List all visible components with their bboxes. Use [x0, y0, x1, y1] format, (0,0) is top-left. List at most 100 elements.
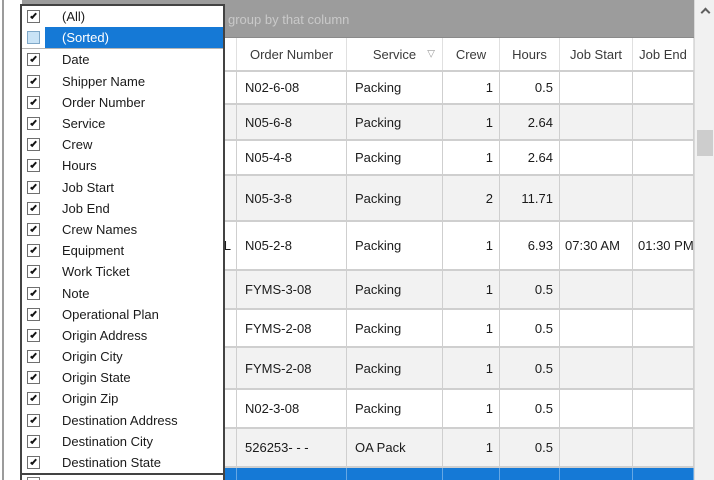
- window-left-edge-divider: [2, 0, 4, 480]
- column-filter-item-hours[interactable]: Hours: [22, 155, 223, 176]
- column-header-shipper[interactable]: [22, 38, 237, 70]
- checkbox[interactable]: [27, 434, 40, 448]
- column-filter-label: (All): [62, 9, 86, 25]
- cell-end: [633, 310, 694, 346]
- column-filter-label: Service: [62, 116, 106, 132]
- cell-end: [633, 271, 694, 308]
- column-filter-item-crew-names[interactable]: Crew Names: [22, 219, 223, 240]
- column-filter-label: (Sorted): [45, 27, 223, 49]
- cell-start: [560, 271, 633, 308]
- cell-service: Packing: [347, 271, 443, 308]
- cell-crew: 1: [443, 222, 500, 269]
- column-filter-item-sorted[interactable]: (Sorted): [22, 27, 223, 50]
- column-filter-item-origin-zip[interactable]: Origin Zip: [22, 388, 223, 409]
- column-filter-item-work-ticket[interactable]: Work Ticket: [22, 261, 223, 282]
- column-header-service[interactable]: Service ▽: [347, 38, 443, 70]
- chevron-up-icon: [700, 7, 710, 17]
- checkbox[interactable]: [27, 201, 40, 215]
- cell-end: [633, 105, 694, 139]
- cell-end: [633, 72, 694, 103]
- column-filter-item-all[interactable]: (All): [22, 6, 223, 27]
- cell-service: Packing: [347, 72, 443, 103]
- checkbox[interactable]: [27, 138, 40, 152]
- checkmark-icon: [30, 394, 37, 402]
- checkbox[interactable]: [27, 456, 40, 470]
- checkbox[interactable]: [27, 74, 40, 88]
- cell-service: Packing: [347, 310, 443, 346]
- cell-hours: 0.5: [500, 390, 560, 427]
- checkmark-icon: [30, 330, 37, 339]
- checkmark-icon: [30, 55, 37, 63]
- column-filter-item-note[interactable]: Note: [22, 282, 223, 303]
- cell-service: Packing: [347, 141, 443, 174]
- checkbox[interactable]: [27, 328, 40, 342]
- column-filter-item-origin-city[interactable]: Origin City: [22, 346, 223, 367]
- column-filter-item-crew[interactable]: Crew: [22, 134, 223, 155]
- column-header-hours[interactable]: Hours: [500, 38, 560, 70]
- column-filter-item-job-start[interactable]: Job Start: [22, 177, 223, 198]
- checkbox[interactable]: [27, 53, 40, 67]
- column-filter-item-job-end[interactable]: Job End: [22, 198, 223, 219]
- cell-crew: 1: [443, 390, 500, 427]
- column-filter-item-service[interactable]: Service: [22, 113, 223, 134]
- column-filter-item-order-number[interactable]: Order Number: [22, 92, 223, 113]
- cell-end: [633, 141, 694, 174]
- column-header-crew[interactable]: Crew: [443, 38, 500, 70]
- cell-hours: 2.64: [500, 141, 560, 174]
- scrollbar-up-button[interactable]: [695, 0, 714, 20]
- checkmark-icon: [30, 309, 37, 317]
- checkbox[interactable]: [27, 31, 40, 45]
- checkbox[interactable]: [27, 413, 40, 427]
- checkbox[interactable]: [27, 10, 40, 24]
- checkbox[interactable]: [27, 180, 40, 194]
- column-filter-label: Note: [62, 285, 90, 301]
- checkbox[interactable]: [27, 392, 40, 406]
- column-filter-label: Date: [62, 52, 90, 68]
- vertical-scrollbar[interactable]: [694, 0, 714, 480]
- cell-shipper: [22, 348, 237, 388]
- checkbox[interactable]: [27, 307, 40, 321]
- column-filter-item-destination-state[interactable]: Destination State: [22, 452, 223, 473]
- scrollbar-thumb[interactable]: [697, 130, 713, 156]
- column-filter-item-destination-address[interactable]: Destination Address: [22, 410, 223, 431]
- column-filter-item-date[interactable]: Date: [22, 49, 223, 70]
- column-filter-item-shipper-name[interactable]: Shipper Name: [22, 71, 223, 92]
- cell-start: [560, 429, 633, 466]
- column-filter-label: Hours: [62, 158, 97, 174]
- column-header-order[interactable]: Order Number: [237, 38, 347, 70]
- checkbox[interactable]: [27, 159, 40, 173]
- column-filter-label: Job End: [62, 200, 110, 216]
- cell-order: N05-4-8: [237, 141, 347, 174]
- checkbox[interactable]: [27, 286, 40, 300]
- column-filter-item-destination-city[interactable]: Destination City: [22, 431, 223, 452]
- column-header-label: Job Start: [569, 46, 623, 62]
- checkbox[interactable]: [27, 222, 40, 236]
- checkmark-icon: [30, 182, 37, 190]
- cell-order: FYMS-2-08: [237, 348, 347, 388]
- cell-end: [633, 390, 694, 427]
- checkbox[interactable]: [27, 265, 40, 279]
- cell-crew: 1: [443, 141, 500, 174]
- cell-start: [560, 468, 633, 480]
- cell-order: N05-2-8: [237, 222, 347, 269]
- column-filter-label: Destination Address: [62, 412, 178, 428]
- column-header-start[interactable]: Job Start: [560, 38, 633, 70]
- column-filter-label: Destination City: [62, 433, 154, 449]
- column-filter-item-equipment[interactable]: Equipment: [22, 240, 223, 261]
- column-filter-label: Crew: [62, 137, 93, 153]
- cell-crew: 1: [443, 105, 500, 139]
- checkbox[interactable]: [27, 244, 40, 258]
- cell-start: [560, 390, 633, 427]
- checkmark-icon: [30, 351, 37, 360]
- checkbox[interactable]: [27, 95, 40, 109]
- column-header-end[interactable]: Job End: [633, 38, 694, 70]
- cell-order: 526253- - -: [237, 429, 347, 466]
- checkbox[interactable]: [27, 117, 40, 131]
- checkbox[interactable]: [27, 371, 40, 385]
- column-header-label: Hours: [512, 46, 547, 62]
- checkbox[interactable]: [27, 350, 40, 364]
- cell-service: OA Pack: [347, 429, 443, 466]
- column-filter-item-origin-state[interactable]: Origin State: [22, 367, 223, 388]
- column-filter-item-operational-plan[interactable]: Operational Plan: [22, 304, 223, 325]
- column-filter-item-origin-address[interactable]: Origin Address: [22, 325, 223, 346]
